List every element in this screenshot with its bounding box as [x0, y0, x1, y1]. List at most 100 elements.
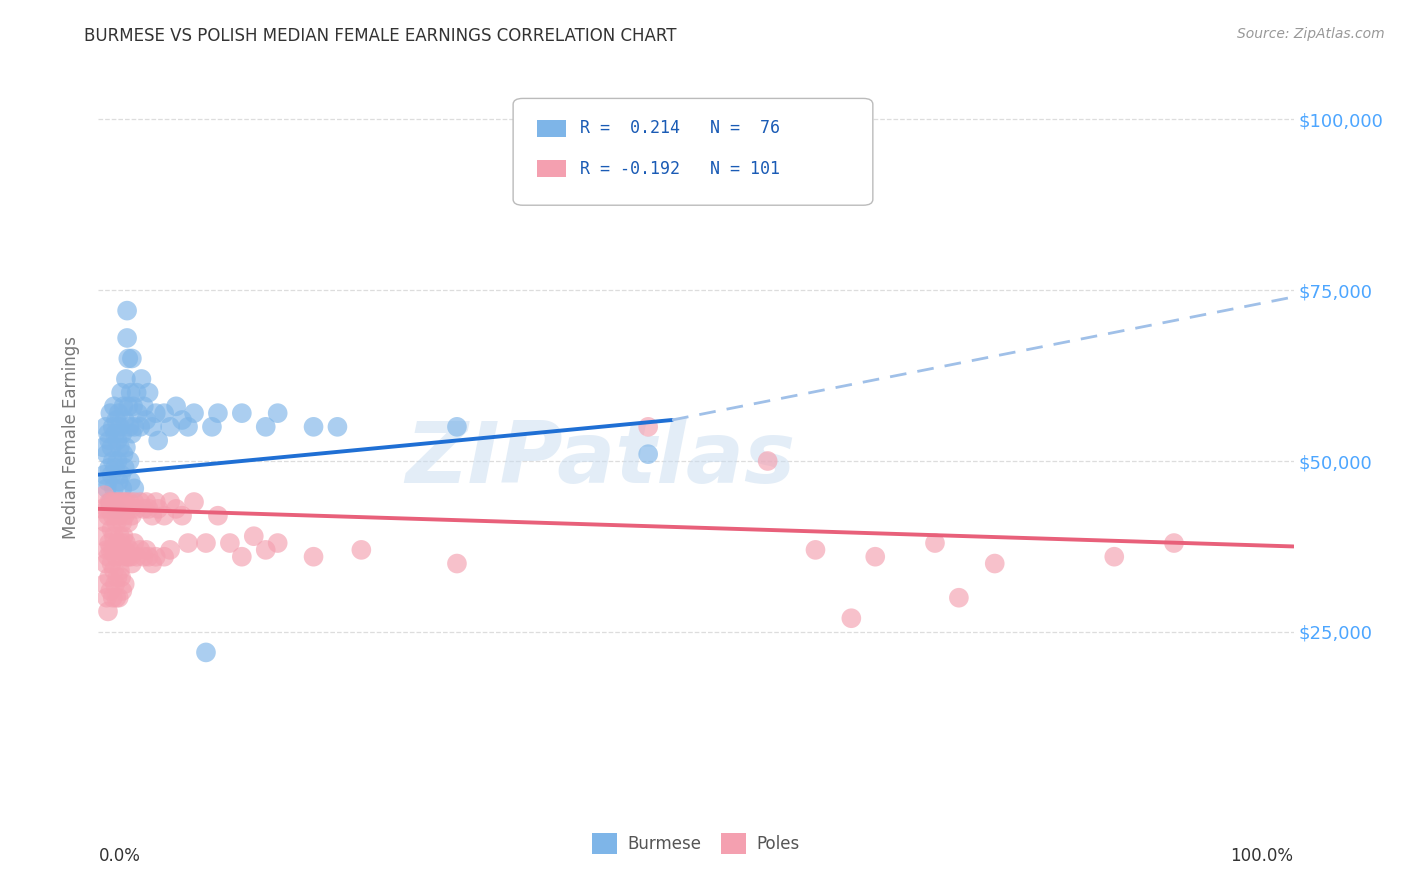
- Point: [637, 447, 659, 461]
- Point: [91, 440, 114, 454]
- Point: [114, 542, 136, 557]
- Point: [112, 495, 135, 509]
- Point: [97, 549, 120, 564]
- Point: [110, 570, 132, 584]
- Point: [104, 460, 127, 475]
- Point: [1163, 536, 1185, 550]
- Point: [924, 536, 946, 550]
- Point: [120, 475, 142, 489]
- Point: [267, 406, 290, 420]
- Point: [195, 645, 218, 659]
- FancyBboxPatch shape: [513, 98, 873, 205]
- Point: [302, 420, 325, 434]
- Point: [948, 591, 970, 605]
- Point: [107, 475, 129, 489]
- Point: [96, 447, 118, 461]
- Point: [97, 604, 120, 618]
- Point: [207, 508, 229, 523]
- Point: [135, 495, 157, 509]
- Point: [105, 549, 128, 564]
- Point: [107, 454, 129, 468]
- Point: [446, 420, 468, 434]
- Point: [96, 591, 118, 605]
- Point: [108, 529, 131, 543]
- Point: [105, 591, 128, 605]
- Point: [98, 460, 121, 475]
- Point: [207, 406, 229, 420]
- Point: [100, 557, 122, 571]
- Point: [103, 529, 125, 543]
- Point: [108, 440, 131, 454]
- Point: [107, 542, 129, 557]
- Point: [120, 501, 142, 516]
- Point: [804, 542, 827, 557]
- Point: [94, 420, 117, 434]
- Point: [172, 413, 194, 427]
- Point: [637, 420, 659, 434]
- Point: [138, 385, 160, 400]
- Point: [104, 542, 127, 557]
- Legend: Burmese, Poles: Burmese, Poles: [586, 827, 806, 860]
- Point: [107, 570, 129, 584]
- Point: [103, 481, 125, 495]
- Point: [114, 577, 136, 591]
- Point: [94, 557, 117, 571]
- Point: [841, 611, 863, 625]
- Point: [153, 549, 176, 564]
- Point: [120, 549, 142, 564]
- Point: [107, 591, 129, 605]
- Point: [125, 501, 148, 516]
- Point: [91, 501, 114, 516]
- Point: [254, 420, 277, 434]
- Point: [96, 501, 118, 516]
- Point: [98, 570, 121, 584]
- Y-axis label: Median Female Earnings: Median Female Earnings: [62, 335, 80, 539]
- Point: [98, 495, 121, 509]
- Point: [131, 372, 153, 386]
- Point: [117, 549, 139, 564]
- Point: [254, 542, 277, 557]
- Point: [122, 400, 145, 414]
- Point: [121, 557, 143, 571]
- Point: [108, 563, 131, 577]
- Point: [132, 400, 155, 414]
- Point: [110, 385, 132, 400]
- Point: [125, 385, 148, 400]
- Point: [107, 508, 129, 523]
- Point: [110, 536, 132, 550]
- Point: [183, 495, 205, 509]
- Point: [108, 420, 131, 434]
- Point: [165, 400, 187, 414]
- Point: [231, 549, 253, 564]
- Point: [111, 426, 134, 441]
- Point: [111, 583, 134, 598]
- Point: [172, 508, 194, 523]
- Point: [115, 372, 138, 386]
- Point: [865, 549, 887, 564]
- Point: [183, 406, 205, 420]
- Point: [115, 501, 138, 516]
- Point: [118, 420, 141, 434]
- Point: [177, 536, 200, 550]
- Point: [105, 516, 128, 530]
- Point: [101, 591, 124, 605]
- Point: [110, 501, 132, 516]
- Point: [446, 557, 468, 571]
- Point: [177, 420, 200, 434]
- Point: [201, 420, 224, 434]
- Point: [115, 331, 138, 345]
- Point: [98, 542, 122, 557]
- Point: [103, 563, 125, 577]
- Text: Source: ZipAtlas.com: Source: ZipAtlas.com: [1237, 27, 1385, 41]
- Point: [107, 495, 129, 509]
- Point: [114, 413, 136, 427]
- Point: [120, 385, 142, 400]
- Point: [117, 400, 139, 414]
- Point: [135, 542, 157, 557]
- Point: [121, 508, 143, 523]
- Text: 100.0%: 100.0%: [1230, 847, 1294, 864]
- Point: [117, 351, 139, 366]
- Point: [231, 406, 253, 420]
- Point: [141, 420, 163, 434]
- Point: [148, 434, 170, 448]
